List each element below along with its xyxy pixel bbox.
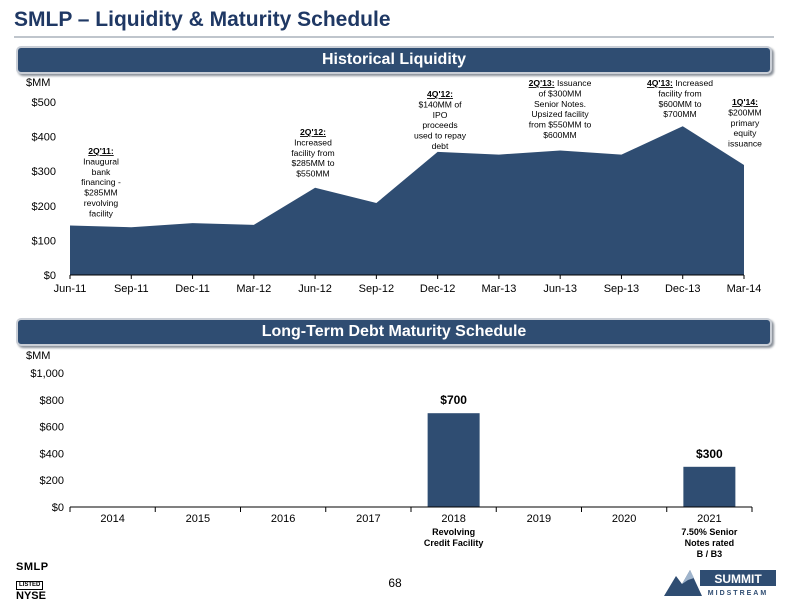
maturity-bar-note: 7.50% Senior Notes rated B / B3 [681,527,738,559]
liquidity-x-tick-label: Sep-12 [359,283,394,295]
summit-midstream-logo: SUMMIT MIDSTREAM [664,570,776,597]
liquidity-x-tick-label: Mar-13 [481,283,516,295]
maturity-y-tick-label: $600 [40,422,64,434]
maturity-unit-label: $MM [26,350,50,362]
maturity-x-tick-label: 2016 [271,513,295,525]
maturity-bar-value-label: $300 [696,447,723,461]
maturity-bar-note: Revolving Credit Facility [424,527,484,548]
maturity-bar-value-label: $700 [440,393,467,407]
title-divider [14,36,774,38]
maturity-y-tick-label: $400 [40,448,64,460]
liquidity-x-tick-label: Mar-12 [236,283,271,295]
liquidity-annotation: 2Q'12: Increased facility from $285MM to $55… [291,127,334,179]
liquidity-x-tick-label: Jun-13 [543,283,577,295]
liquidity-annotation: 1Q'14: $200MM primary equity issuance [728,97,762,149]
liquidity-x-tick-label: Dec-13 [665,283,700,295]
liquidity-y-tick-label: $300 [32,166,56,178]
page-number: 68 [388,576,402,590]
historical-liquidity-chart: $MM $0 $100 $200 $300 $400 $500 Jun-11 Sep-11 D… [26,77,762,295]
midstream-logo-text: MIDSTREAM [708,590,768,597]
liquidity-y-tick-label: $100 [32,235,56,247]
liquidity-annotation: 4Q'13: Increased facility from $600MM to $7… [647,78,713,119]
liquidity-x-tick-label: Jun-11 [54,283,87,295]
maturity-x-tick-label: 2015 [186,513,210,525]
maturity-bar-2021 [683,466,736,507]
maturity-bar-2018 [427,413,480,507]
liquidity-y-tick-label: $400 [32,132,56,144]
liquidity-y-tick-label: $200 [32,201,56,213]
liquidity-unit-label: $MM [26,77,50,89]
liquidity-x-tick-label: Mar-14 [727,283,762,295]
smlp-nyse-logo: SMLP LISTED NYSE [16,561,49,602]
maturity-x-tick-label: 2021 [697,513,721,525]
historical-liquidity-banner: Historical Liquidity [16,46,772,74]
liquidity-x-tick-label: Sep-11 [114,283,149,295]
liquidity-x-tick-label: Dec-11 [175,283,210,295]
maturity-y-tick-label: $0 [52,502,64,514]
summit-logo-text: SUMMIT [714,572,762,586]
maturity-y-tick-label: $200 [40,475,64,487]
liquidity-annotation: 2Q'13: Issuance of $300MM Senior Notes. Ups… [529,78,592,140]
liquidity-y-tick-label: $0 [44,270,56,282]
maturity-x-tick-label: 2019 [527,513,551,525]
maturity-x-tick-label: 2018 [441,513,465,525]
liquidity-x-tick-label: Sep-13 [604,283,639,295]
maturity-y-tick-label: $1,000 [30,368,64,380]
liquidity-area [70,126,744,275]
liquidity-x-tick-label: Jun-12 [298,283,332,295]
liquidity-annotation: 4Q'12: $140MM of IPO proceeds used to repay d… [414,89,467,151]
debt-maturity-banner: Long-Term Debt Maturity Schedule [16,318,772,346]
maturity-x-tick-label: 2017 [356,513,380,525]
page-title: SMLP – Liquidity & Maturity Schedule [14,8,391,31]
maturity-x-tick-label: 2014 [100,513,124,525]
maturity-x-tick-label: 2020 [612,513,636,525]
liquidity-y-tick-label: $500 [32,97,56,109]
liquidity-x-tick-label: Dec-12 [420,283,455,295]
liquidity-annotation: 2Q'11: Inaugural bank financing -$285MM revo… [81,146,121,218]
debt-maturity-chart: $MM $0 $200 $400 $600 $800 $1,000 $700 $300 20… [26,350,753,559]
maturity-y-tick-label: $800 [40,395,64,407]
